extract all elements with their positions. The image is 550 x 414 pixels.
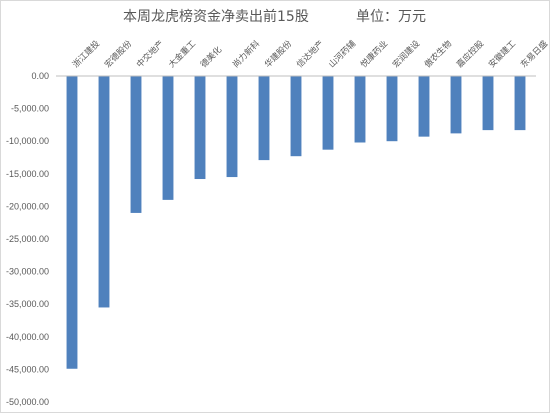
category-label: 悦康药业 (358, 38, 390, 70)
y-tick-label: -45,000.00 (6, 364, 49, 374)
bar (322, 76, 334, 150)
y-tick-label: -30,000.00 (6, 267, 49, 277)
bar (162, 76, 174, 200)
category-label: 尚力新科 (230, 38, 262, 70)
category-label: 中交地产 (134, 38, 166, 70)
category-labels: 浙江建投 宏德股份 中交地产 大金重工 德美化 尚力新科 华建股份 信达地产 山河药辅 悦康药业宏… (70, 38, 550, 70)
bar (514, 76, 526, 131)
bar (226, 76, 238, 178)
category-label: 信达地产 (294, 38, 326, 70)
bar (258, 76, 270, 161)
y-tick-label: -50,000.00 (6, 397, 49, 407)
y-tick-label: -10,000.00 (6, 136, 49, 146)
category-label: 东易日盛 (518, 38, 550, 70)
bar (66, 76, 78, 369)
category-label: 大金重工 (166, 38, 198, 70)
category-label: 德美化 (198, 44, 224, 70)
bar (418, 76, 430, 137)
y-tick-label: -15,000.00 (6, 169, 49, 179)
category-label: 华建股份 (262, 38, 294, 70)
bar (354, 76, 366, 143)
category-label: 山河药辅 (326, 38, 358, 70)
category-label: 安徽建工 (486, 38, 518, 70)
y-tick-label: -35,000.00 (6, 299, 49, 309)
y-tick-label: -5,000.00 (11, 104, 49, 114)
y-tick-label: -20,000.00 (6, 201, 49, 211)
bars-group (66, 76, 526, 369)
y-axis: 0.00 -5,000.00 -10,000.00 -15,000.00 -20,000… (6, 71, 536, 407)
bar (450, 76, 462, 134)
bar (98, 76, 110, 308)
category-label: 傲农生物 (422, 38, 454, 70)
category-label: 宏润建设 (390, 38, 422, 70)
category-label: 嘉应控股 (454, 38, 486, 70)
y-tick-label: -25,000.00 (6, 234, 49, 244)
y-tick-label: -40,000.00 (6, 332, 49, 342)
bar (130, 76, 142, 213)
bar (290, 76, 302, 157)
bar (194, 76, 206, 180)
category-label: 宏德股份 (102, 38, 134, 70)
category-label: 浙江建投 (70, 38, 102, 70)
bar (386, 76, 398, 142)
chart-title: 本周龙虎榜资金净卖出前15股 (123, 8, 309, 25)
unit-label: 单位：万元 (356, 9, 426, 25)
bar (482, 76, 494, 131)
y-tick-label: 0.00 (31, 71, 49, 81)
